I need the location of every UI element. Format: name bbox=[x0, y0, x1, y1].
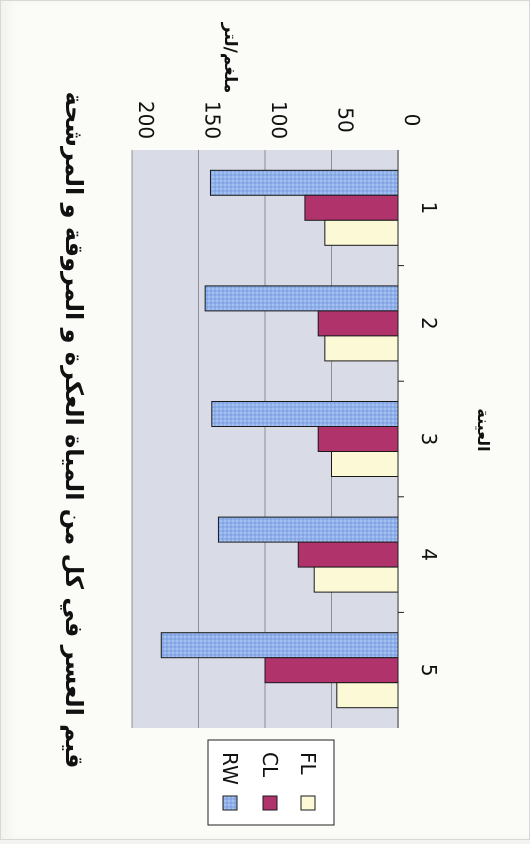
bar-fl-3 bbox=[331, 451, 399, 477]
category-label: 4 bbox=[417, 548, 441, 561]
category-label: 3 bbox=[417, 433, 441, 446]
bar-fl-2 bbox=[324, 335, 399, 362]
bar-rw-2 bbox=[204, 285, 399, 312]
legend-box bbox=[207, 739, 335, 826]
category-label: 5 bbox=[417, 664, 441, 677]
legend-label-rw: RW bbox=[218, 752, 242, 785]
legend: RW CL FL bbox=[207, 739, 335, 826]
chart-title: قيم العسر في كل من المياة العكرة و المرو… bbox=[60, 92, 88, 769]
bar-fl-5 bbox=[336, 682, 399, 709]
legend-label-fl: FL bbox=[296, 752, 320, 776]
bar-rw-1 bbox=[209, 169, 399, 196]
bar-fl-4 bbox=[313, 566, 399, 593]
bars bbox=[160, 169, 399, 709]
gridlines bbox=[131, 150, 332, 728]
bar-rw-3 bbox=[211, 401, 399, 427]
category-label: 1 bbox=[417, 201, 441, 214]
legend-swatch-rw bbox=[222, 795, 238, 811]
bar-cl-5 bbox=[264, 657, 399, 684]
category-labels: 1 2 3 4 5 bbox=[417, 201, 441, 676]
legend-swatch-fl bbox=[300, 795, 316, 811]
value-axis-label: ملغم/لتر bbox=[220, 22, 240, 94]
value-tick-label: 150 bbox=[201, 101, 225, 139]
bar-cl-2 bbox=[317, 310, 399, 337]
bar-cl-4 bbox=[297, 541, 399, 568]
category-axis-label: العينة bbox=[474, 408, 493, 451]
value-tick-label: 0 bbox=[400, 114, 424, 127]
value-tick-labels: 0 50 100 150 200 bbox=[134, 101, 424, 139]
bar-cl-3 bbox=[317, 426, 399, 452]
value-tick-label: 200 bbox=[134, 101, 158, 139]
bar-fl-1 bbox=[324, 219, 399, 246]
value-tick-label: 100 bbox=[267, 101, 291, 139]
category-label: 2 bbox=[417, 317, 441, 330]
legend-swatch-cl bbox=[262, 795, 278, 811]
bar-rw-4 bbox=[217, 516, 399, 543]
bar-rw-5 bbox=[160, 632, 399, 659]
bar-cl-1 bbox=[304, 194, 399, 221]
legend-label-cl: CL bbox=[258, 752, 282, 778]
category-ticks bbox=[398, 265, 404, 613]
value-tick-label: 50 bbox=[334, 107, 358, 132]
